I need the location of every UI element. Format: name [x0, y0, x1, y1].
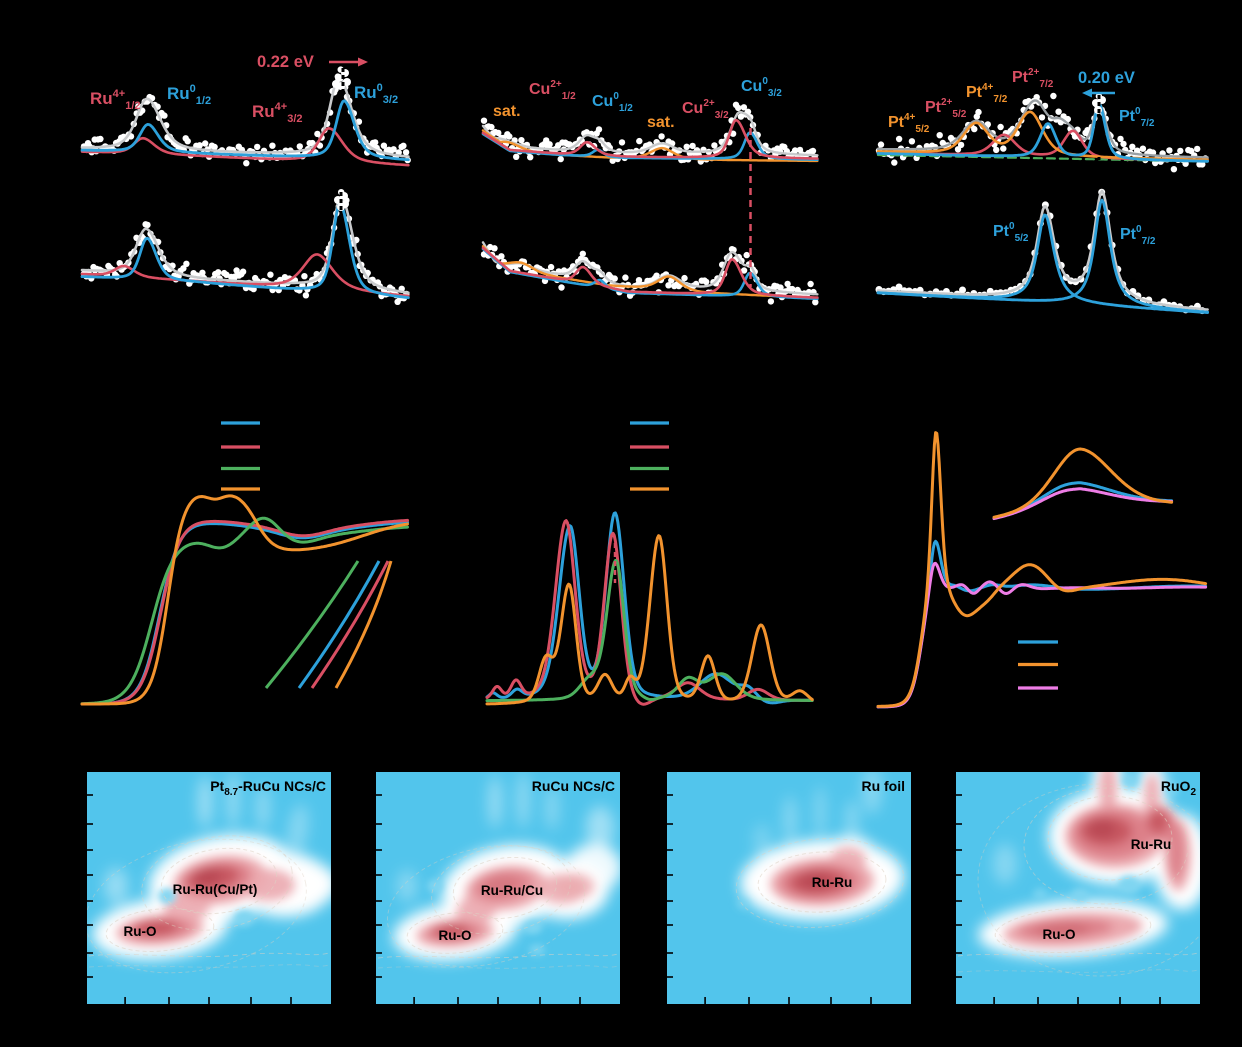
svg-text:Ru-O: Ru-O	[1043, 927, 1076, 942]
svg-text:Ru-Ru/Cu: Ru-Ru/Cu	[481, 883, 543, 898]
svg-text:Ru-Ru(Cu/Pt): Ru-Ru(Cu/Pt)	[173, 882, 258, 897]
svg-text:RuO2: RuO2	[1161, 778, 1197, 798]
svg-text:0.22 eV: 0.22 eV	[257, 53, 314, 71]
svg-text:RuCu NCs/C: RuCu NCs/C	[532, 778, 615, 794]
svg-text:Ru-Ru: Ru-Ru	[1131, 837, 1172, 852]
svg-text:Ru-Ru: Ru-Ru	[812, 875, 853, 890]
svg-text:0.20 eV: 0.20 eV	[1078, 69, 1135, 87]
svg-text:Ru-O: Ru-O	[439, 928, 472, 943]
svg-text:sat.: sat.	[647, 114, 675, 131]
svg-text:Ru foil: Ru foil	[861, 778, 905, 794]
svg-text:sat.: sat.	[493, 103, 521, 120]
svg-text:Pt8.7-RuCu NCs/C: Pt8.7-RuCu NCs/C	[210, 778, 326, 798]
svg-text:Ru-O: Ru-O	[124, 924, 157, 939]
